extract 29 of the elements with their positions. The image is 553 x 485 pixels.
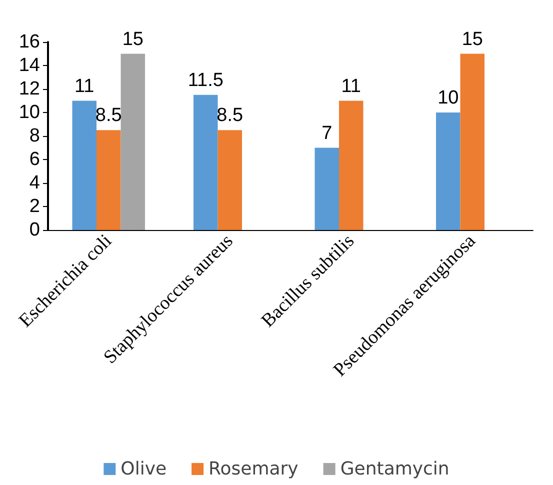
y-tick-label: 4 [29,172,40,194]
bar [72,100,96,230]
y-tick-label: 14 [18,55,40,76]
bar [218,130,242,230]
data-label: 10 [438,88,459,108]
data-label: 11.5 [188,70,224,91]
y-tick-label: 6 [29,149,40,170]
legend-label: Gentamycin [340,458,450,480]
data-label: 7 [322,122,332,144]
data-label: 11 [341,76,361,97]
y-tick-label: 10 [18,102,40,123]
y-tick-label: 0 [29,220,40,240]
y-tick-label: 12 [18,78,40,100]
y-tick-label: 2 [29,196,40,217]
bar [339,100,364,230]
data-label: 15 [122,28,144,50]
bar [194,94,218,230]
y-tick-label: 8 [29,126,40,146]
data-label: 8.5 [216,105,244,126]
bar [96,130,121,230]
y-tick-label: 16 [18,32,40,52]
bar [120,54,145,230]
data-label: 11 [74,76,94,97]
legend-label: Olive [120,458,167,480]
bar [460,54,484,230]
bar [314,148,339,230]
bar [436,112,460,230]
legend-label: Rosemary [208,458,299,480]
data-label: 15 [462,28,483,50]
